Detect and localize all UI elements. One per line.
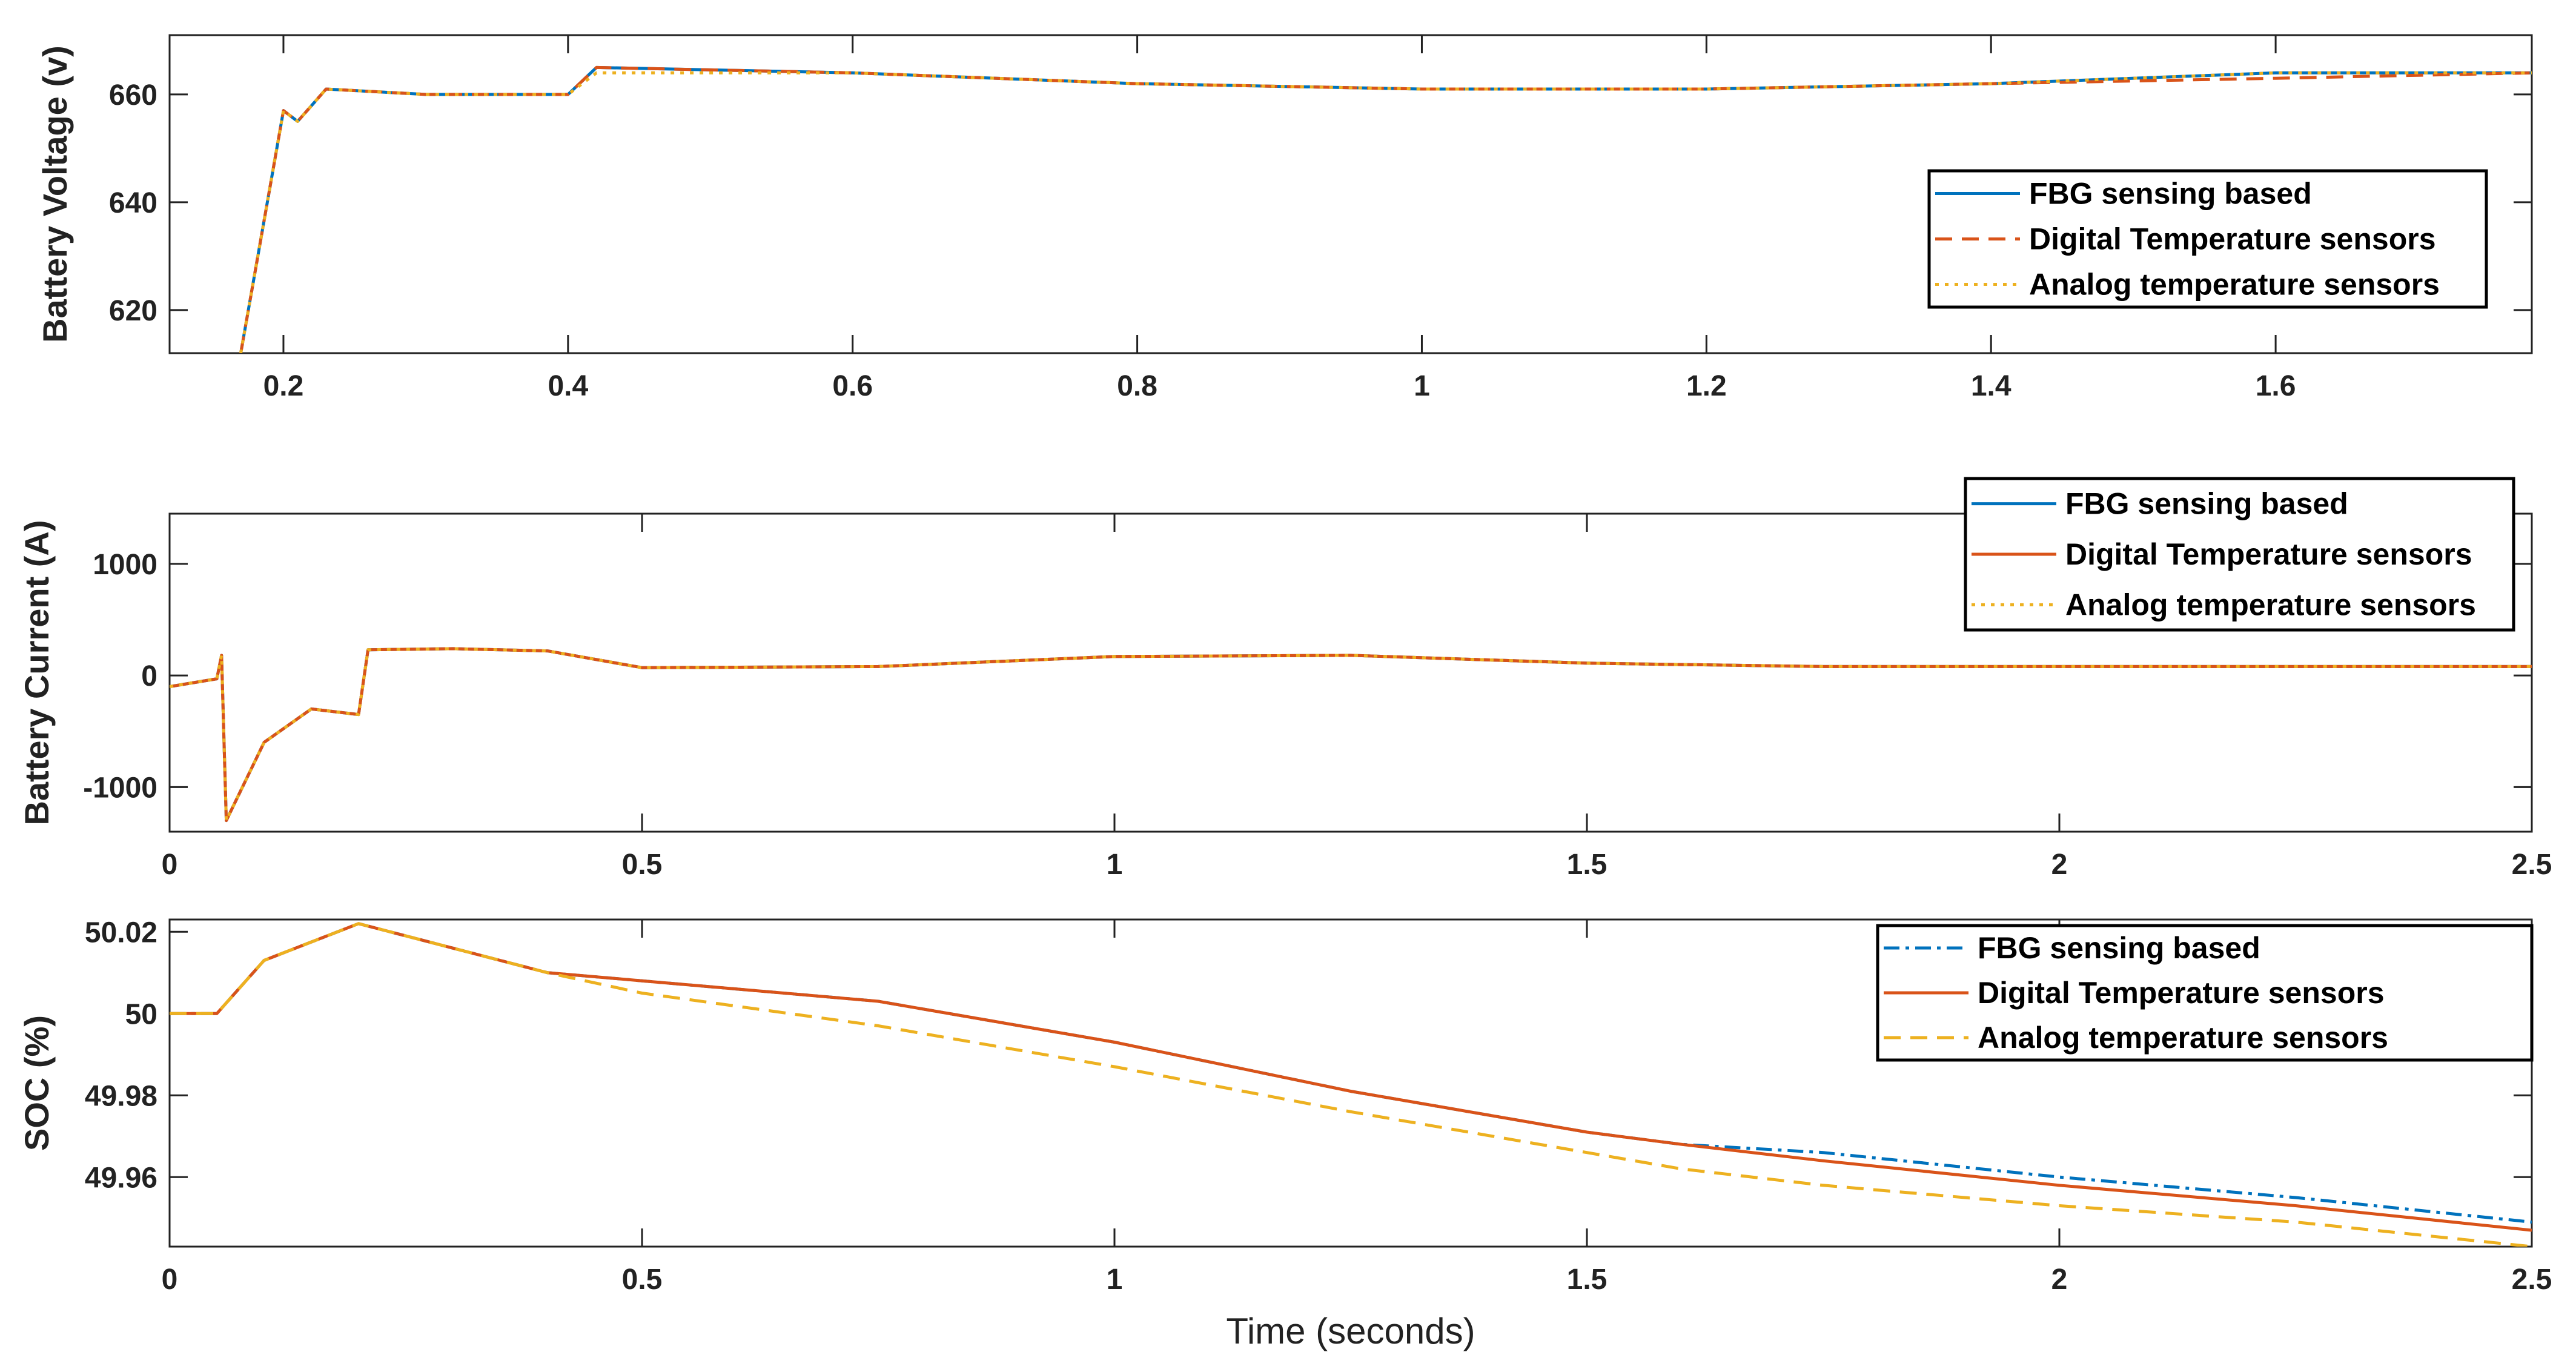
legend-entry: FBG sensing based	[1978, 931, 2260, 965]
y-tick-label: 620	[109, 295, 157, 327]
x-tick-label: 2	[2051, 1264, 2068, 1296]
y-tick-label: 49.98	[85, 1080, 157, 1112]
legend-entry: Analog temperature sensors	[1978, 1021, 2388, 1055]
legend: FBG sensing based Digital Temperature sen…	[1876, 924, 2534, 1062]
x-tick-label: 2.5	[2512, 1264, 2552, 1296]
x-tick-label: 1.2	[1686, 370, 1727, 402]
x-axis-label: Time (seconds)	[1226, 1311, 1475, 1351]
y-tick-label: 1000	[93, 549, 157, 581]
x-tick-label: 0.6	[832, 370, 873, 402]
y-tick-label: 50	[125, 998, 157, 1030]
x-tick-label: 1	[1107, 1264, 1123, 1296]
x-tick-label: 1	[1414, 370, 1430, 402]
x-tick-label: 1.5	[1567, 849, 1608, 881]
x-tick-label: 0.2	[263, 370, 304, 402]
legend-entry: Analog temperature sensors	[2029, 268, 2440, 302]
legend-box	[1876, 924, 2534, 1062]
legend-box	[1927, 169, 2488, 309]
series-line-digital-temperature-sensors	[170, 647, 2532, 823]
legend: FBG sensing based Digital Temperature sen…	[1964, 477, 2515, 632]
plot-area	[239, 65, 2532, 353]
y-axis-label: Battery Current (A)	[18, 520, 56, 825]
x-tick-label: 0.8	[1117, 370, 1157, 402]
legend-entry: Digital Temperature sensors	[2065, 537, 2472, 571]
series-line-analog-temperature-sensors	[170, 922, 2532, 1247]
x-tick-label: 1.6	[2256, 370, 2296, 402]
plot-area	[170, 922, 2532, 1247]
y-tick-label: 49.96	[85, 1162, 157, 1194]
x-tick-label: 0	[162, 849, 178, 881]
legend-entry: FBG sensing based	[2065, 487, 2348, 521]
legend-entry: FBG sensing based	[2029, 177, 2312, 211]
y-tick-label: 0	[141, 660, 157, 692]
x-tick-label: 0.4	[548, 370, 588, 402]
x-tick-label: 1	[1107, 849, 1123, 881]
x-tick-label: 2.5	[2512, 849, 2552, 881]
panel-battery-current: 0 0.5 1 1.5 2 2.5 -1000 0 1000 Battery Current (A…	[18, 477, 2552, 881]
x-tick-label: 1.5	[1567, 1264, 1608, 1296]
legend-entry: Digital Temperature sensors	[2029, 222, 2436, 256]
y-tick-label: 640	[109, 187, 157, 219]
y-tick-label: -1000	[83, 772, 157, 804]
x-tick-label: 0.5	[622, 849, 663, 881]
y-tick-label: 660	[109, 79, 157, 111]
x-tick-label: 2	[2051, 849, 2068, 881]
series-line-digital-temperature-sensors	[239, 65, 2532, 353]
panel-battery-voltage: 0.2 0.4 0.6 0.8 1 1.2 1.4 1.6 620 640 660 Battery V…	[36, 34, 2533, 402]
legend-entry: Digital Temperature sensors	[1978, 976, 2385, 1010]
plot-area	[170, 647, 2532, 823]
y-tick-label: 50.02	[85, 916, 157, 949]
x-tick-label: 0.5	[622, 1264, 663, 1296]
x-tick-label: 0	[162, 1264, 178, 1296]
y-axis-label: SOC (%)	[18, 1015, 56, 1151]
legend-box	[1964, 477, 2515, 632]
y-axis-label: Battery Voltage (v)	[36, 45, 74, 343]
legend: FBG sensing based Digital Temperature sen…	[1927, 169, 2488, 309]
panel-soc: 0 0.5 1 1.5 2 2.5 49.96 49.98 50 50.02 SOC (%) Time…	[18, 916, 2552, 1351]
x-tick-label: 1.4	[1971, 370, 2011, 402]
legend-entry: Analog temperature sensors	[2065, 588, 2476, 621]
